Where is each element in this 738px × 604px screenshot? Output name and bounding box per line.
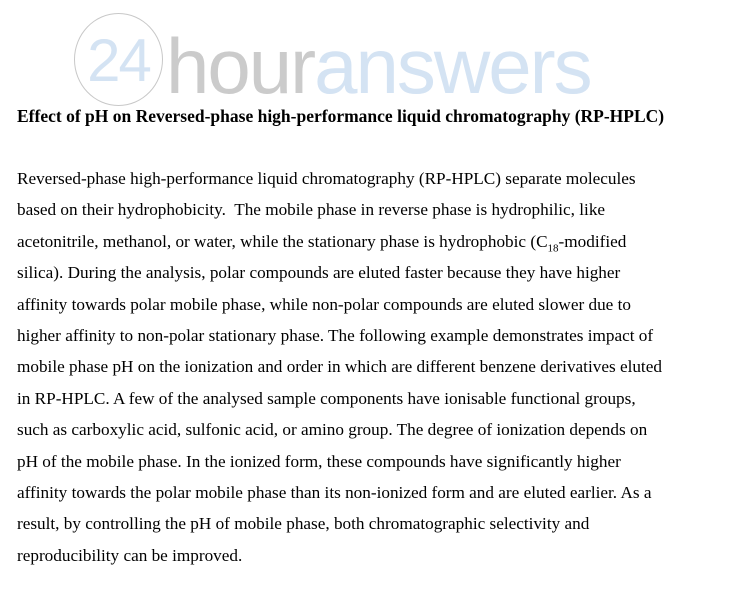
subscript-18: 18 xyxy=(547,242,559,255)
paragraph-line-12: result, by controlling the pH of mobile … xyxy=(17,514,590,534)
paragraph-line-13: reproducibility can be improved. xyxy=(17,545,243,565)
paragraph-line-7: mobile phase pH on the ionization and or… xyxy=(17,357,662,377)
logo-circle-icon: 24 xyxy=(74,13,163,106)
paragraph-line-5: affinity towards polar mobile phase, whi… xyxy=(17,294,631,314)
paragraph-line-9: such as carboxylic acid, sulfonic acid, … xyxy=(17,420,648,440)
paragraph-line-2: based on their hydrophobicity. The mobil… xyxy=(17,200,606,220)
paragraph-line-4: silica). During the analysis, polar comp… xyxy=(17,263,621,283)
logo-number: 24 xyxy=(87,27,152,94)
paragraph-line-1: Reversed-phase high-performance liquid c… xyxy=(17,169,636,188)
paragraph-line-3-before: acetonitrile, methanol, or water, while … xyxy=(17,231,548,251)
paragraph-line-3-after: -modified xyxy=(558,231,627,251)
paragraph: Reversed-phase high-performance liquid c… xyxy=(17,163,723,571)
logo-wordmark: houranswers xyxy=(166,27,593,105)
paragraph-line-3: acetonitrile, methanol, or water, while … xyxy=(17,226,723,257)
paragraph-line-10: pH of the mobile phase. In the ionized f… xyxy=(17,451,621,471)
paragraph-line-11: affinity towards the polar mobile phase … xyxy=(17,482,652,502)
logo-word-hour: hour xyxy=(166,22,316,110)
document-title: Effect of pH on Reversed-phase high-perf… xyxy=(17,106,665,126)
logo-24houranswers: 24 houranswers xyxy=(0,0,738,115)
paragraph-line-8: in RP-HPLC. A few of the analysed sample… xyxy=(17,388,636,408)
logo-word-answers: answers xyxy=(314,22,592,110)
paragraph-line-6: higher affinity to non-polar stationary … xyxy=(17,325,654,345)
